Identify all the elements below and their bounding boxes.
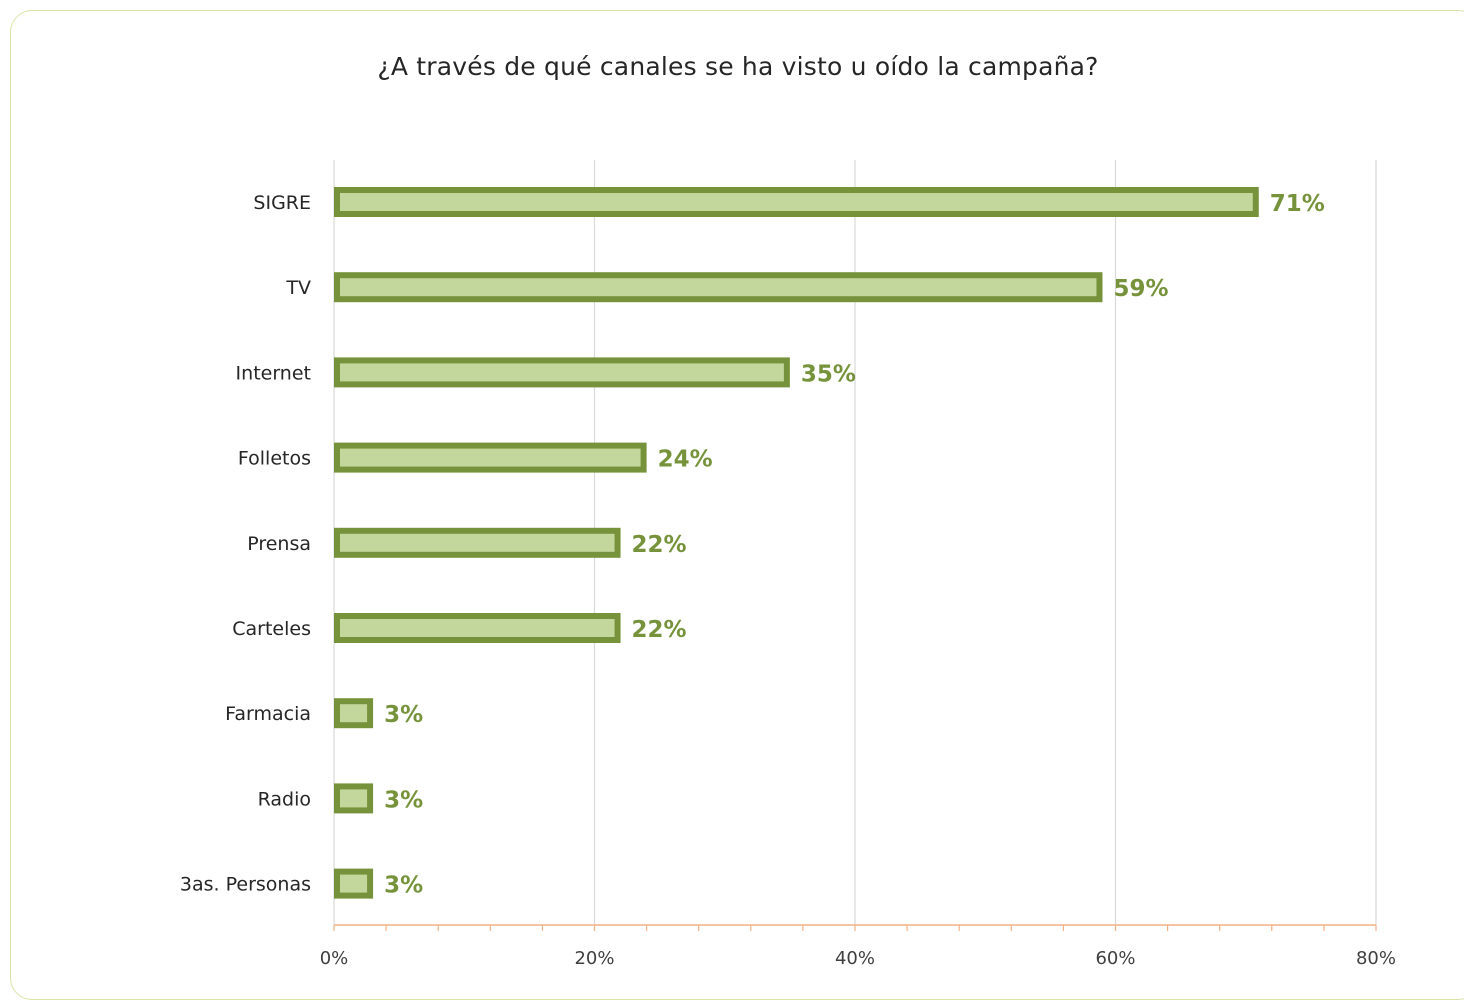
bars xyxy=(334,187,1259,899)
data-label-3: 24% xyxy=(658,447,713,473)
labels: 0% 20% 40% 60% 80% SIGRE 71% TV 59% Internet 35% Fo… xyxy=(180,191,1396,969)
bar-8 xyxy=(334,868,374,899)
bar-1 xyxy=(334,272,1103,303)
bar-6 xyxy=(334,698,374,729)
chart-title: ¿A través de qué canales se ha visto u o… xyxy=(377,52,1099,81)
x-tick-label-0: 0% xyxy=(320,948,349,969)
bar-4 xyxy=(334,527,621,558)
data-label-0: 71% xyxy=(1270,191,1325,217)
data-label-2: 35% xyxy=(801,361,856,387)
category-label-3: Folletos xyxy=(238,448,311,470)
data-label-8: 3% xyxy=(384,873,423,899)
category-label-0: SIGRE xyxy=(253,192,311,214)
data-label-5: 22% xyxy=(632,617,687,643)
chart-frame xyxy=(10,10,1464,1000)
bar-chart: 0% 20% 40% 60% 80% SIGRE 71% TV 59% Internet 35% Fo… xyxy=(180,160,1396,969)
x-tick-label-2: 40% xyxy=(835,948,875,969)
category-label-6: Farmacia xyxy=(225,703,311,725)
data-label-1: 59% xyxy=(1113,276,1168,302)
gridlines xyxy=(593,160,1377,925)
data-label-7: 3% xyxy=(384,787,423,813)
data-label-6: 3% xyxy=(384,702,423,728)
x-tick-label-3: 60% xyxy=(1095,948,1135,969)
bar-2 xyxy=(334,357,790,388)
category-label-1: TV xyxy=(285,277,311,299)
data-label-4: 22% xyxy=(632,532,687,558)
category-label-5: Carteles xyxy=(232,618,311,640)
bar-7 xyxy=(334,783,374,814)
category-label-2: Internet xyxy=(236,362,311,384)
x-tick-label-1: 20% xyxy=(574,948,614,969)
bar-5 xyxy=(334,613,621,643)
category-label-4: Prensa xyxy=(247,533,311,555)
category-label-7: Radio xyxy=(258,788,311,810)
category-label-8: 3as. Personas xyxy=(180,874,311,896)
bar-0 xyxy=(334,187,1259,217)
x-tick-label-4: 80% xyxy=(1356,948,1396,969)
bar-3 xyxy=(334,442,647,473)
